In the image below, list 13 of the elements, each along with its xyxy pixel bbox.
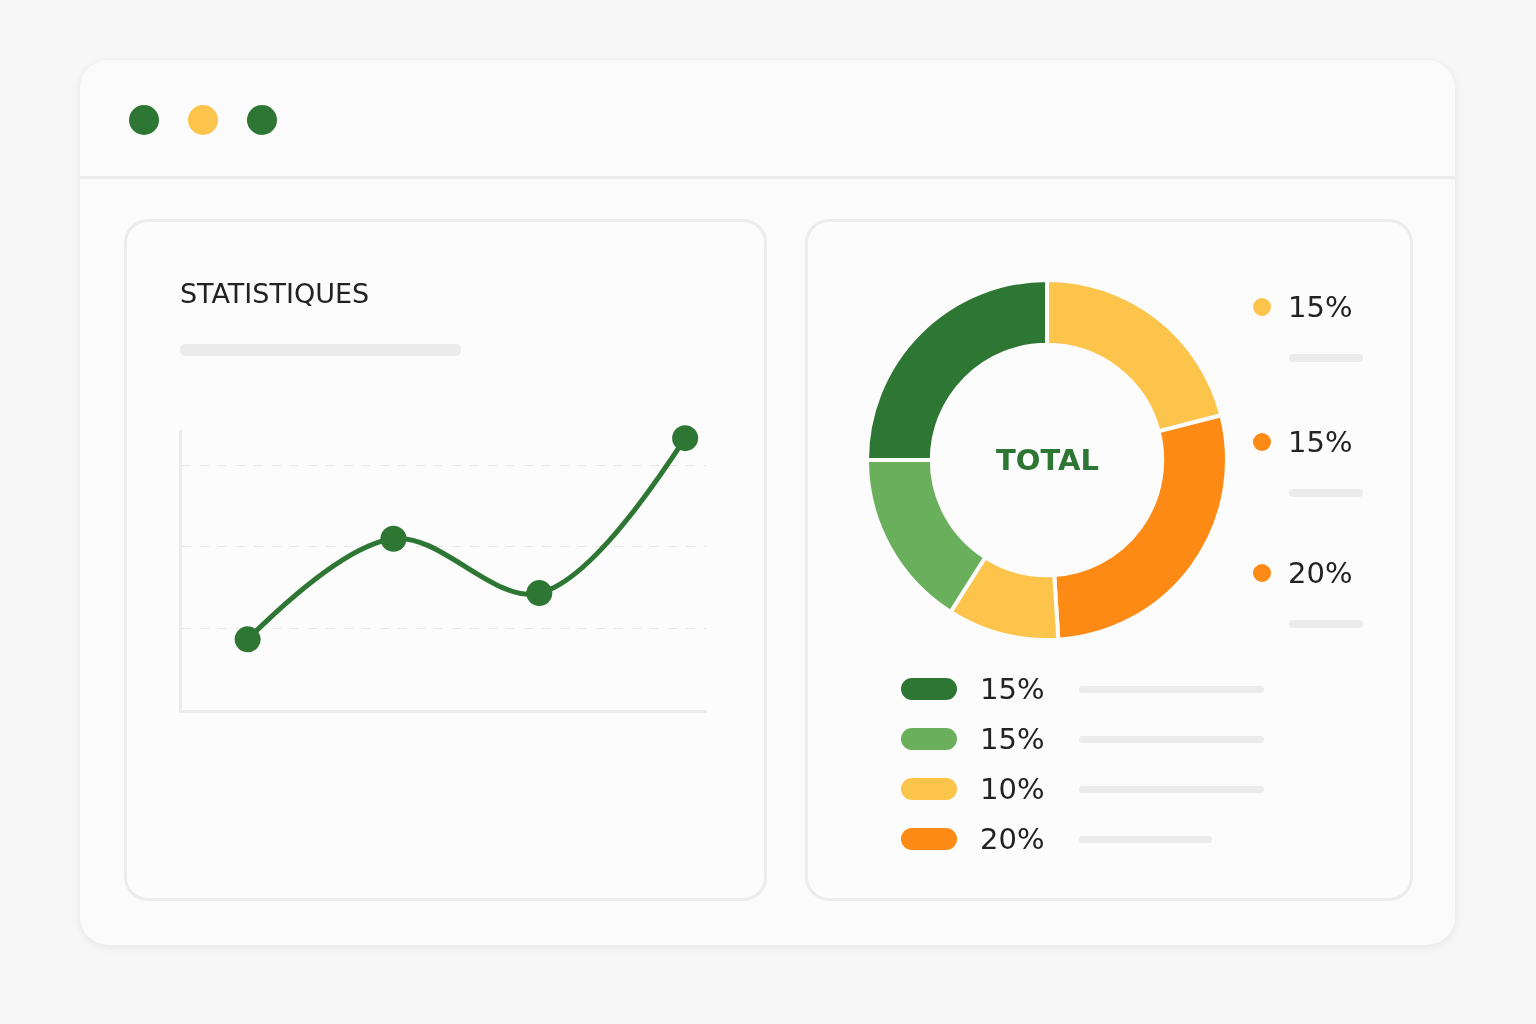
text: 10% — [980, 772, 1045, 806]
text: 15% — [1288, 425, 1353, 459]
point — [672, 425, 699, 452]
text: 15% — [980, 722, 1045, 756]
text: TOTAL — [996, 443, 1099, 477]
text: 20% — [1288, 556, 1353, 590]
point — [234, 626, 261, 653]
text: 15% — [1288, 290, 1353, 324]
point — [526, 580, 553, 607]
text: 20% — [980, 822, 1045, 856]
chart-title: STATISTIQUES — [179, 277, 370, 309]
point — [380, 525, 407, 552]
text: 15% — [980, 672, 1045, 706]
